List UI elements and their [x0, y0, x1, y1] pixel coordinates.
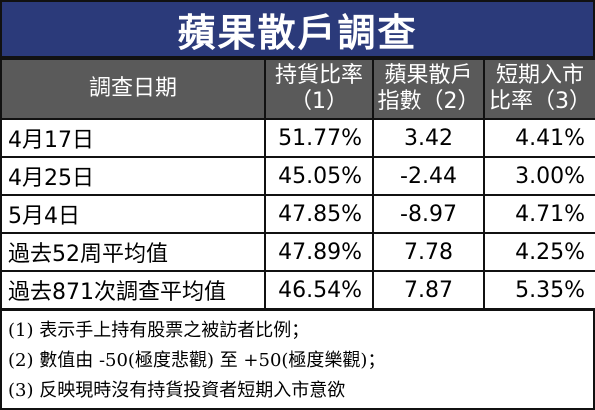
footnote-3: (3) 反映現時沒有持貨投資者短期入市意欲 [8, 380, 346, 401]
footnotes: (1) 表示手上持有股票之被訪者比例； (2) 數值由 -50(極度悲觀) 至 … [0, 309, 595, 410]
header-shortterm-line2: 比率（3） [489, 89, 591, 114]
footnote-1: (1) 表示手上持有股票之被訪者比例； [8, 320, 310, 341]
header-holding-line2: （1） [290, 89, 348, 114]
table-header-row: 調查日期 持貨比率 （1） 蘋果散戶 指數（2） 短期入市 比率（3） [0, 58, 595, 120]
holding-value: 51.77% [264, 118, 374, 158]
table-row: 5月4日 47.85% -8.97 4.71% [0, 194, 595, 234]
row-label: 過去871次調查平均值 [0, 270, 266, 310]
header-sentiment-line1: 蘋果散戶 [384, 63, 473, 88]
row-label: 5月4日 [0, 194, 266, 234]
header-sentiment-index: 蘋果散戶 指數（2） [372, 58, 485, 120]
survey-table: 調查日期 持貨比率 （1） 蘋果散戶 指數（2） 短期入市 比率（3） 4月17… [0, 58, 595, 310]
header-sentiment-line2: 指數（2） [377, 89, 480, 114]
shortterm-value: 5.35% [483, 270, 595, 310]
table-row: 4月25日 45.05% -2.44 3.00% [0, 156, 595, 196]
header-shortterm-ratio: 短期入市 比率（3） [483, 58, 595, 120]
table-row: 過去871次調查平均值 46.54% 7.87 5.35% [0, 270, 595, 310]
sentiment-value: 3.42 [372, 118, 485, 158]
row-label: 4月25日 [0, 156, 266, 196]
title-bar: 蘋果散戶調查 [0, 0, 595, 58]
shortterm-value: 3.00% [483, 156, 595, 196]
row-label: 過去52周平均值 [0, 232, 266, 272]
header-date-label: 調查日期 [88, 76, 177, 101]
holding-value: 47.89% [264, 232, 374, 272]
header-holding-line1: 持貨比率 [274, 63, 363, 88]
shortterm-value: 4.25% [483, 232, 595, 272]
holding-value: 46.54% [264, 270, 374, 310]
page-title: 蘋果散戶調查 [177, 10, 418, 55]
header-holding-ratio: 持貨比率 （1） [264, 58, 374, 120]
header-date: 調查日期 [0, 58, 266, 120]
sentiment-value: -8.97 [372, 194, 485, 234]
shortterm-value: 4.41% [483, 118, 595, 158]
footnote-2: (2) 數值由 -50(極度悲觀) 至 +50(極度樂觀)； [8, 350, 386, 371]
sentiment-value: 7.78 [372, 232, 485, 272]
sentiment-value: 7.87 [372, 270, 485, 310]
header-shortterm-line1: 短期入市 [495, 63, 584, 88]
sentiment-value: -2.44 [372, 156, 485, 196]
table-row: 過去52周平均值 47.89% 7.78 4.25% [0, 232, 595, 272]
table-row: 4月17日 51.77% 3.42 4.41% [0, 118, 595, 158]
shortterm-value: 4.71% [483, 194, 595, 234]
holding-value: 45.05% [264, 156, 374, 196]
holding-value: 47.85% [264, 194, 374, 234]
row-label: 4月17日 [0, 118, 266, 158]
